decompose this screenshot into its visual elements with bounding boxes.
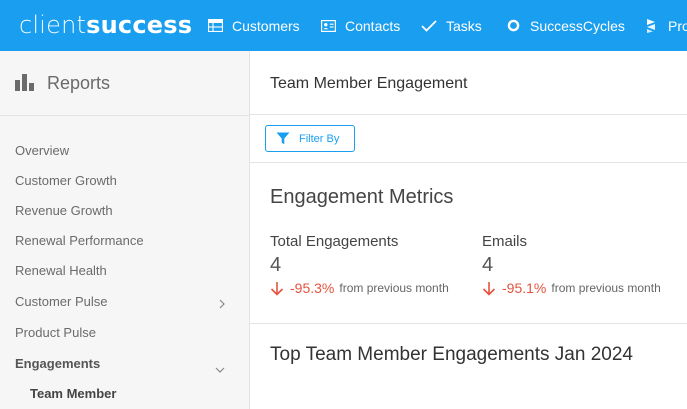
metric-emails: Emails 4 -95.1% from previous month: [482, 233, 661, 296]
top-nav-bar: clientsuccess Customers Contacts Tasks S…: [0, 0, 687, 51]
sidebar-item-revenue-growth[interactable]: Revenue Growth: [15, 203, 113, 218]
sidebar-item-label: Customer Pulse: [15, 294, 108, 309]
filter-by-button[interactable]: Filter By: [265, 125, 355, 152]
nav-item-pro[interactable]: Pro: [643, 0, 687, 51]
nav-item-label: Pro: [668, 17, 687, 34]
brand-logo-part2: success: [86, 11, 193, 39]
table-icon: [207, 18, 223, 34]
sidebar-item-customer-pulse[interactable]: Customer Pulse: [15, 294, 235, 310]
chevron-right-icon: [219, 297, 225, 313]
nav-item-successcycles[interactable]: SuccessCycles: [505, 0, 625, 51]
filter-toolbar: Filter By: [250, 115, 687, 163]
nav-item-customers[interactable]: Customers: [207, 0, 300, 51]
metric-value: 4: [482, 254, 494, 276]
metric-change-suffix: from previous month: [551, 281, 661, 295]
chevron-down-icon: [215, 361, 225, 377]
page-header: Team Member Engagement: [250, 51, 687, 115]
metric-change: -95.3% from previous month: [270, 280, 449, 296]
sidebar-item-engagements[interactable]: Engagements: [15, 356, 235, 373]
sidebar-item-customer-growth[interactable]: Customer Growth: [15, 173, 117, 188]
nav-item-label: SuccessCycles: [530, 17, 625, 34]
sidebar-subitem-team-member[interactable]: Team Member: [30, 386, 117, 401]
metric-label: Total Engagements: [270, 233, 399, 250]
nav-item-label: Customers: [232, 17, 300, 34]
metric-change-percent: -95.3%: [290, 280, 335, 296]
sidebar-item-renewal-performance[interactable]: Renewal Performance: [15, 233, 144, 248]
sidebar-item-overview[interactable]: Overview: [15, 143, 70, 158]
sidebar-item-renewal-health[interactable]: Renewal Health: [15, 263, 107, 278]
metric-total-engagements: Total Engagements 4 -95.3% from previous…: [270, 233, 449, 296]
sidebar-title: Reports: [47, 73, 111, 93]
metrics-title: Engagement Metrics: [270, 186, 454, 208]
cycle-icon: [505, 18, 521, 34]
sidebar-header: Reports: [0, 51, 249, 116]
arrow-down-icon: [482, 281, 496, 296]
sidebar-item-product-pulse[interactable]: Product Pulse: [15, 325, 96, 340]
nav-item-contacts[interactable]: Contacts: [320, 0, 400, 51]
brand-logo[interactable]: clientsuccess: [19, 11, 192, 39]
bar-chart-icon: [15, 74, 35, 96]
checkmark-icon: [421, 18, 437, 34]
sidebar-item-label: Engagements: [15, 356, 101, 371]
metric-value: 4: [270, 254, 282, 276]
section-divider: [250, 323, 687, 324]
contact-card-icon: [320, 18, 336, 34]
nav-item-tasks[interactable]: Tasks: [421, 0, 482, 51]
nav-item-label: Tasks: [446, 17, 482, 34]
page-title: Team Member Engagement: [270, 75, 468, 92]
stack-icon: [643, 18, 659, 34]
arrow-down-icon: [270, 281, 284, 296]
metric-change-percent: -95.1%: [502, 280, 547, 296]
brand-logo-part1: client: [19, 11, 87, 39]
main-content: Team Member Engagement Filter By Engagem…: [250, 51, 687, 409]
section-title: Top Team Member Engagements Jan 2024: [270, 344, 633, 365]
filter-by-label: Filter By: [299, 132, 340, 145]
metric-change-suffix: from previous month: [339, 281, 449, 295]
metric-change: -95.1% from previous month: [482, 280, 661, 296]
funnel-icon: [276, 132, 290, 145]
reports-sidebar: Reports Overview Customer Growth Revenue…: [0, 51, 250, 409]
nav-item-label: Contacts: [345, 17, 401, 34]
metric-label: Emails: [482, 233, 528, 250]
